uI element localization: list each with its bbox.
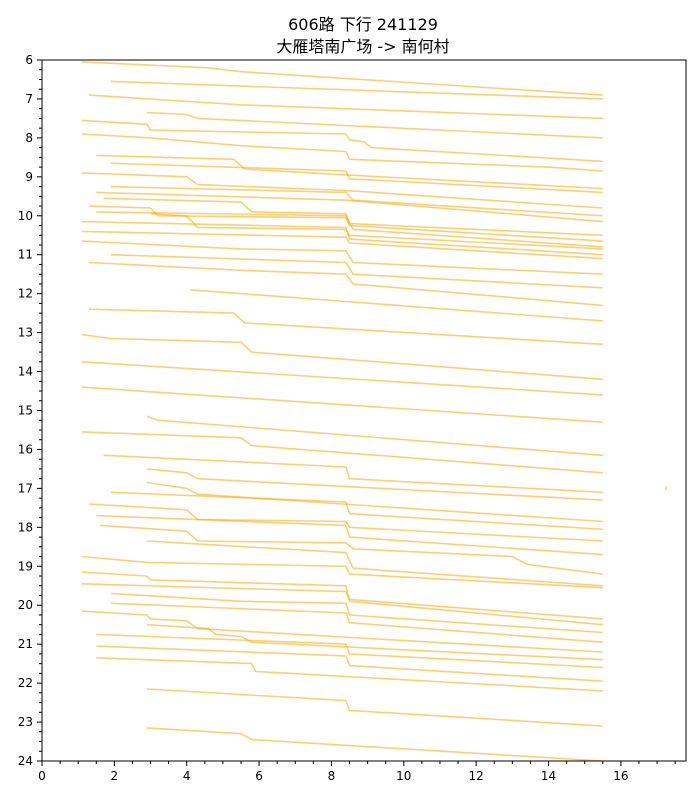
x-tick-label-5: 10 [396, 769, 411, 783]
trip-line-44 [96, 657, 603, 692]
trip-line-16 [81, 230, 603, 260]
x-tick-label-4: 8 [328, 769, 336, 783]
trip-line-29 [146, 481, 603, 523]
trip-line-40 [81, 610, 603, 653]
trip-line-15 [81, 220, 603, 256]
trip-line-25 [146, 415, 603, 457]
trip-line-9 [110, 185, 603, 217]
trip-line-7 [110, 162, 603, 194]
y-tick-label-15: 21 [18, 637, 33, 651]
trip-line-37 [81, 583, 603, 620]
trip-line-38 [110, 592, 603, 634]
trip-line-21 [88, 308, 603, 346]
y-tick-label-14: 20 [18, 598, 33, 612]
trip-line-34 [146, 540, 603, 587]
x-tick-label-3: 6 [255, 769, 263, 783]
x-tick-label-1: 2 [111, 769, 119, 783]
x-tick-label-6: 12 [469, 769, 484, 783]
trip-line-20 [190, 289, 603, 322]
trip-line-32 [96, 514, 603, 556]
x-tick-label-0: 0 [38, 769, 46, 783]
trip-line-12 [88, 205, 603, 242]
trip-line-30 [110, 491, 603, 531]
trip-line-42 [96, 633, 603, 669]
trip-line-27 [103, 454, 603, 494]
trip-line-23 [81, 361, 603, 396]
y-tick-label-4: 10 [18, 209, 33, 223]
y-tick-label-13: 19 [18, 559, 33, 573]
trip-line-31 [88, 503, 603, 542]
y-tick-label-3: 9 [25, 170, 33, 184]
y-tick-label-9: 15 [18, 404, 33, 418]
x-tick-label-8: 16 [613, 769, 628, 783]
plot-area [81, 61, 667, 762]
trip-line-6 [96, 154, 603, 190]
trip-line-3 [146, 111, 603, 139]
y-tick-label-16: 22 [18, 676, 33, 690]
trip-line-41 [146, 623, 603, 661]
trip-line-26 [81, 431, 603, 474]
x-tick-label-7: 14 [541, 769, 556, 783]
trip-line-8 [81, 172, 603, 209]
trip-line-2 [88, 94, 603, 120]
trip-line-10 [96, 191, 603, 223]
trip-line-13 [96, 211, 603, 248]
trip-line-0 [81, 61, 603, 96]
y-tick-label-12: 18 [18, 520, 33, 534]
trip-line-17 [81, 240, 603, 275]
trip-line-36 [81, 571, 603, 626]
x-tick-label-2: 4 [183, 769, 191, 783]
trip-line-11 [103, 197, 603, 237]
trip-line-22 [81, 333, 603, 381]
trip-line-18 [110, 253, 603, 289]
trip-line-33 [99, 524, 603, 575]
y-tick-label-8: 14 [18, 365, 33, 379]
trip-line-46 [146, 727, 603, 762]
y-tick-label-10: 16 [18, 442, 33, 456]
y-tick-label-1: 7 [25, 92, 33, 106]
axis-ticks: 0 2 4 6 8 10 12 14 16678910111213141516171819202… [18, 53, 676, 783]
y-tick-label-11: 17 [18, 481, 33, 495]
chart-title-line-2: 大雁塔南广场 -> 南何村 [276, 37, 449, 56]
y-tick-label-0: 6 [25, 53, 33, 67]
y-tick-label-7: 13 [18, 326, 33, 340]
y-tick-label-6: 12 [18, 287, 33, 301]
plot-frame [41, 59, 687, 762]
trip-line-5 [81, 133, 603, 172]
trip-line-28 [146, 468, 603, 501]
y-tick-label-2: 8 [25, 131, 33, 145]
y-tick-label-17: 23 [18, 715, 33, 729]
y-tick-label-18: 24 [18, 754, 33, 768]
trip-line-14 [150, 213, 603, 250]
trip-line-43 [96, 645, 603, 682]
trip-line-45 [146, 688, 603, 727]
trip-line-4 [81, 119, 603, 163]
trip-line-1 [110, 80, 603, 100]
chart-title-line-1: 606路 下行 241129 [288, 15, 438, 34]
trip-line-39 [110, 602, 603, 643]
trip-line-19 [88, 261, 603, 307]
trip-line-35 [81, 555, 603, 589]
trip-line-24 [81, 386, 603, 423]
y-tick-label-5: 11 [18, 248, 33, 262]
